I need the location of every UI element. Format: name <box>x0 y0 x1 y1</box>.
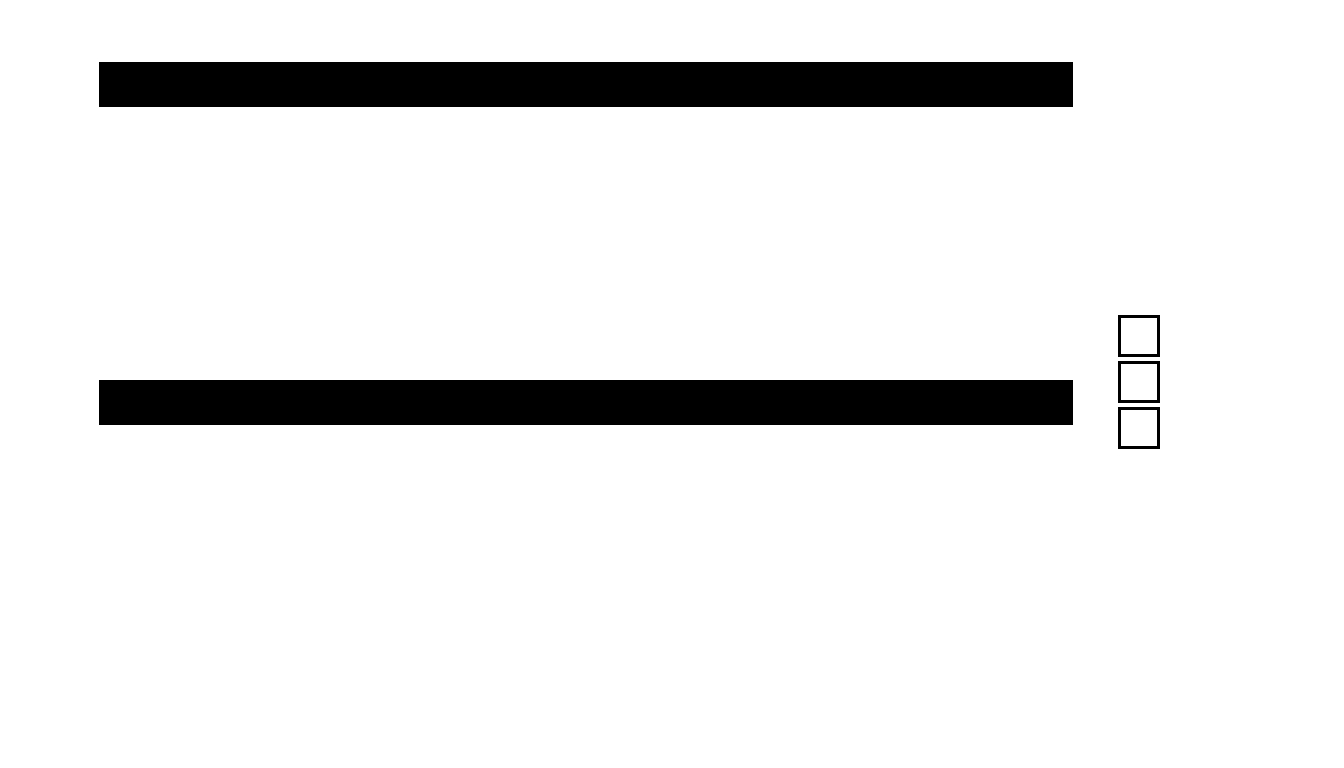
legend-item-nepal <box>1118 361 1178 403</box>
legend-swatch-pakistan <box>1118 407 1160 449</box>
panel-plot-hlye-iga <box>99 107 1073 365</box>
legend-swatch-bangladesh <box>1118 315 1160 357</box>
facet-strip-hlye-igg <box>99 380 1073 425</box>
facet-strip-hlye-iga <box>99 62 1073 107</box>
panel-plot-hlye-igg <box>99 425 1073 683</box>
legend <box>1118 303 1178 453</box>
legend-item-bangladesh <box>1118 315 1178 357</box>
legend-item-pakistan <box>1118 407 1178 449</box>
legend-swatch-nepal <box>1118 361 1160 403</box>
